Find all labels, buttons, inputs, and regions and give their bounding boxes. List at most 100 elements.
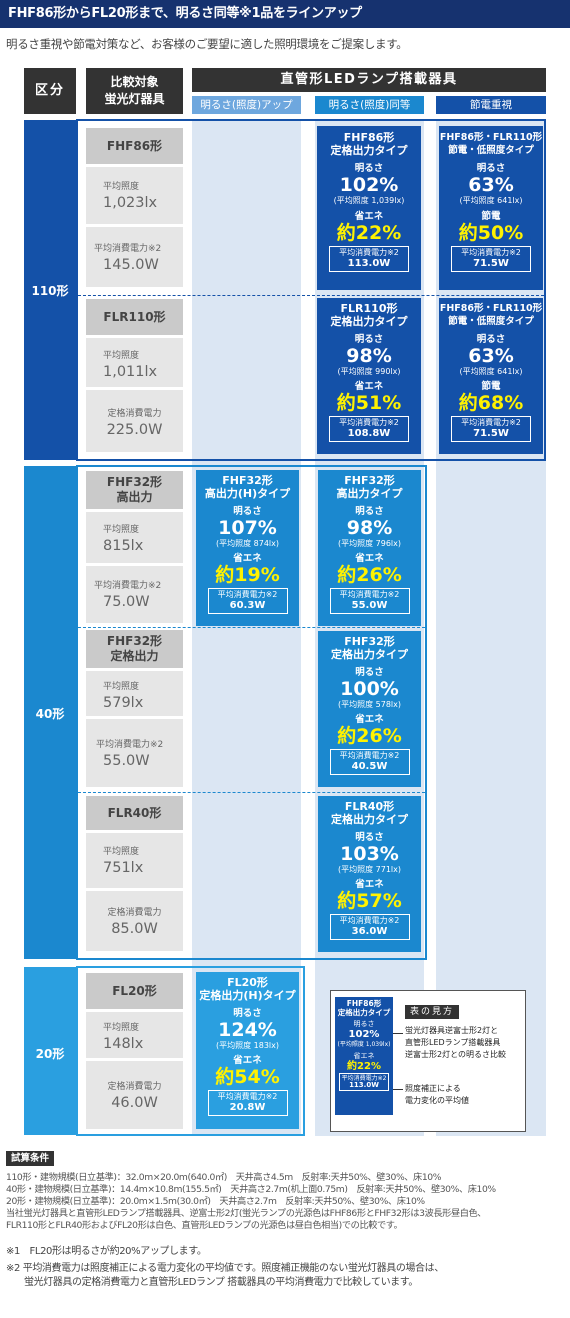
card-saving-label: 省エネ	[355, 714, 384, 725]
value: 148lx	[103, 1036, 144, 1052]
legend-sample-card: FHF86形 定格出力タイプ 明るさ 102% (平均照度 1,039lx) 省…	[335, 997, 393, 1115]
card-title-2: 節電・低照度タイプ	[448, 145, 534, 156]
legend-sample-illuminance: (平均照度 1,039lx)	[337, 1041, 391, 1048]
name-line2: 定格出力	[110, 649, 159, 663]
group-110-label: 110形	[31, 284, 69, 298]
note-2b: 蛍光灯器具の定格消費電力と直管形LEDランプ 搭載器具の平均消費電力で比較してい…	[24, 1277, 418, 1288]
card-brightness-value: 124%	[218, 1019, 277, 1041]
group-40: 40形	[24, 466, 76, 959]
row-fhf32r-illuminance: 平均照度 579lx	[86, 671, 183, 716]
conditions-tag: 試算条件	[6, 1151, 54, 1166]
row-flr110-name: FLR110形	[86, 299, 183, 335]
card-title-1: FL20形	[227, 976, 268, 989]
header-kubun: 区分	[24, 68, 76, 114]
card-title-1: FHF86形	[343, 131, 395, 144]
card-title-1: FLR40形	[344, 800, 395, 813]
row-fhf86-power: 平均消費電力※2 145.0W	[86, 227, 183, 287]
intro-text: 明るさ重視や節電対策など、お客様のご要望に適した照明環境をご提案します。	[6, 37, 408, 51]
card-saving-label: 省エネ	[354, 211, 384, 222]
card-saving-value: 約22%	[336, 222, 402, 244]
card-power-label: 平均消費電力※2	[461, 248, 521, 257]
card-illuminance: (平均照度 771lx)	[337, 865, 401, 874]
card-power-box: 平均消費電力※2 36.0W	[329, 914, 410, 940]
card-power-value: 40.5W	[351, 761, 388, 772]
header-hikaku: 比較対象 蛍光灯器具	[86, 68, 183, 114]
legend-pointer-1	[393, 1033, 403, 1034]
card-brightness-value: 107%	[218, 517, 277, 539]
card-power-label: 平均消費電力※2	[339, 751, 400, 760]
card-power-box: 平均消費電力※2 40.5W	[329, 749, 410, 775]
card-brightness-label: 明るさ	[355, 667, 384, 678]
value: 85.0W	[111, 921, 158, 937]
label: 定格消費電力	[107, 1082, 162, 1092]
card-saving-value: 約57%	[337, 890, 402, 912]
card-brightness-label: 明るさ	[233, 1008, 262, 1019]
card-power-box: 平均消費電力※2 71.5W	[451, 416, 531, 442]
card-saving-label: 省エネ	[354, 381, 384, 392]
legend-text-brightness: 蛍光灯器具逆富士形2灯と 直管形LEDランプ搭載器具 逆富士形2灯との明るさ比較	[405, 1025, 506, 1061]
card-title-2: 節電・低照度タイプ	[448, 316, 534, 327]
value: 815lx	[103, 538, 144, 554]
card-power-value: 113.0W	[347, 258, 391, 269]
card-power-box: 平均消費電力※2 55.0W	[329, 588, 410, 614]
card-saving-label: 節電	[481, 381, 501, 392]
page-title: FHF86形からFL20形まで、明るさ同等※1品をラインアップ	[0, 0, 570, 28]
card-title-1: FHF86形・FLR110形	[439, 303, 543, 314]
legend-text-2a: 照度補正による	[405, 1084, 461, 1093]
card-power-label: 平均消費電力※2	[339, 418, 399, 427]
label: 平均照度	[103, 525, 140, 535]
card-power-value: 36.0W	[351, 926, 388, 937]
row-fl20-power: 定格消費電力 46.0W	[86, 1061, 183, 1129]
card-title-2: 定格出力タイプ	[330, 315, 408, 328]
group-110: 110形	[24, 120, 76, 460]
card-power-label: 平均消費電力※2	[339, 916, 400, 925]
card-fl20-up: FL20形 定格出力(H)タイプ 明るさ 124% (平均照度 183lx) 省…	[196, 972, 299, 1129]
legend-box: FHF86形 定格出力タイプ 明るさ 102% (平均照度 1,039lx) 省…	[330, 990, 526, 1132]
legend-text-2b: 電力変化の平均値	[405, 1096, 469, 1105]
card-brightness-value: 103%	[340, 843, 399, 865]
label: 平均照度	[103, 1023, 140, 1033]
legend-text-1c: 逆富士形2灯との明るさ比較	[405, 1050, 507, 1059]
card-brightness-value: 98%	[346, 517, 393, 539]
card-saving-value: 約26%	[337, 564, 402, 586]
label: 平均照度	[103, 351, 140, 361]
row-fhf32h-name: FHF32形 高出力	[86, 471, 183, 509]
legend-pointer-2	[393, 1089, 403, 1090]
note-2a: ※2 平均消費電力は照度補正による電力変化の平均値です。照度補正機能のない蛍光灯…	[6, 1263, 444, 1274]
condition-line-2: 40形・建物規模(日立基準)：14.4m×10.8m(155.5㎡) 天井高さ2…	[6, 1184, 496, 1195]
card-power-value: 71.5W	[473, 428, 509, 439]
condition-line-1: 110形・建物規模(日立基準)：32.0m×20.0m(640.0㎡) 天井高さ…	[6, 1172, 442, 1183]
card-title-2: 定格出力タイプ	[330, 144, 408, 157]
card-title-2: 高出力(H)タイプ	[204, 487, 291, 500]
row-fhf32h-illuminance: 平均照度 815lx	[86, 512, 183, 563]
name-line1: FHF32形	[106, 475, 163, 489]
card-illuminance: (平均照度 578lx)	[337, 700, 401, 709]
condition-line-3: 20形・建物規模(日立基準)：20.0m×1.5m(30.0㎡) 天井高さ2.7…	[6, 1196, 425, 1207]
card-illuminance: (平均照度 990lx)	[337, 367, 401, 376]
card-saving-label: 省エネ	[233, 553, 262, 564]
card-brightness-value: 63%	[468, 345, 514, 367]
card-saving-value: 約50%	[458, 222, 524, 244]
card-power-box: 平均消費電力※2 113.0W	[329, 246, 409, 272]
legend-sample-title-2: 定格出力タイプ	[337, 1008, 391, 1017]
label: 平均照度	[103, 847, 140, 857]
row-flr110-illuminance: 平均照度 1,011lx	[86, 338, 183, 387]
card-saving-label: 省エネ	[355, 879, 384, 890]
card-saving-label: 省エネ	[233, 1055, 262, 1066]
subheader-energy-saving: 節電重視	[436, 96, 546, 114]
row-fhf86-illuminance: 平均照度 1,023lx	[86, 167, 183, 224]
separator-110	[78, 295, 544, 296]
legend-text-1a: 蛍光灯器具逆富士形2灯と	[405, 1026, 499, 1035]
legend-sample-brightness-value: 102%	[348, 1029, 380, 1040]
card-power-label: 平均消費電力※2	[217, 590, 278, 599]
card-saving-value: 約54%	[215, 1066, 280, 1088]
label: 平均照度	[103, 682, 140, 692]
value: 46.0W	[111, 1095, 158, 1111]
card-brightness-label: 明るさ	[355, 832, 384, 843]
card-power-box: 平均消費電力※2 108.8W	[329, 416, 409, 442]
legend-sample-power-box: 平均消費電力※2 113.0W	[339, 1073, 389, 1091]
row-fhf32h-power: 平均消費電力※2 75.0W	[86, 566, 183, 623]
legend-text-1b: 直管形LEDランプ搭載器具	[405, 1038, 501, 1047]
value: 1,023lx	[103, 195, 158, 211]
card-title-1: FLR110形	[340, 302, 398, 315]
